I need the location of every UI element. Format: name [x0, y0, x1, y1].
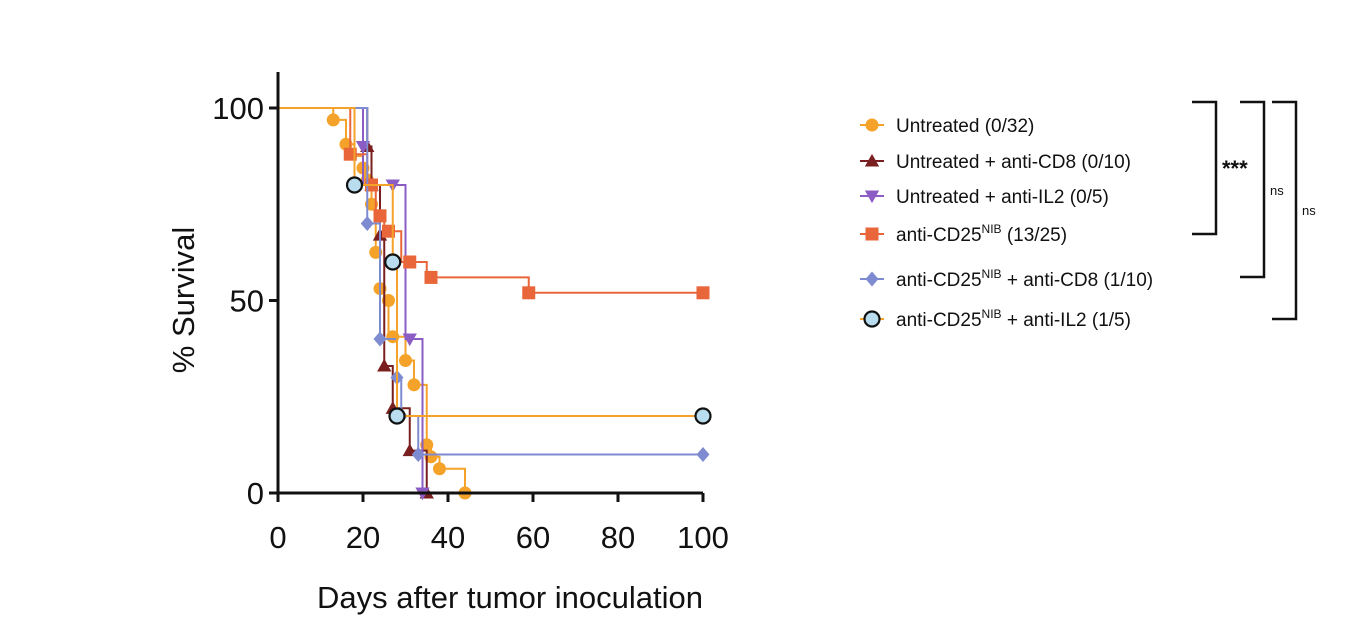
- series-4-point-6: [424, 270, 438, 284]
- legend-label-3: Untreated + anti-IL2 (0/5): [896, 187, 1109, 208]
- x-tick-label-60: 60: [516, 520, 550, 555]
- x-tick-label-20: 20: [346, 520, 380, 555]
- series-6: [278, 107, 712, 425]
- legend-marker-5: [865, 271, 879, 287]
- y-tick-label-100: 100: [212, 91, 264, 126]
- series-5-point-6: [696, 447, 710, 462]
- bracket-line-1: [1192, 100, 1218, 236]
- legend-marker-1: [865, 118, 879, 132]
- legend-item-6: anti-CD25NIB + anti-IL2 (1/5): [860, 307, 1131, 331]
- x-tick-label-80: 80: [601, 520, 635, 555]
- legend: Untreated (0/32) Untreated + anti-CD8 (0/…: [860, 116, 1153, 331]
- series-6-line: [278, 107, 703, 417]
- x-tick-label-100: 100: [677, 520, 729, 555]
- series-2-line: [278, 107, 428, 493]
- series-5: [278, 107, 710, 462]
- legend-item-3: Untreated + anti-IL2 (0/5): [860, 187, 1109, 208]
- y-tick-label-50: 50: [230, 284, 264, 319]
- legend-item-4: anti-CD25NIB (13/25): [860, 222, 1067, 246]
- series-1-point-10: [399, 354, 412, 368]
- series-4-line: [278, 107, 703, 294]
- y-axis-title: % Survival: [166, 227, 201, 373]
- legend-item-2: Untreated + anti-CD8 (0/10): [860, 152, 1131, 173]
- series-5-point-1: [360, 216, 374, 231]
- x-tick-label-0: 0: [269, 520, 286, 555]
- bracket-line-2: [1240, 100, 1266, 279]
- legend-label-2: Untreated + anti-CD8 (0/10): [896, 152, 1131, 173]
- series-6-point-2: [384, 253, 402, 271]
- series-4-point-3: [373, 209, 387, 223]
- x-axis-title: Days after tumor inoculation: [317, 580, 703, 615]
- bracket-line-3: [1272, 100, 1298, 321]
- x-tick-label-40: 40: [431, 520, 465, 555]
- legend-marker-2: [864, 153, 880, 167]
- significance-bracket-2: ns: [1240, 100, 1284, 279]
- series-4: [278, 107, 710, 300]
- series-5-point-5: [411, 447, 425, 462]
- ticks: 0 20 40 60 80 100 0 50 100: [212, 91, 729, 555]
- series-2-point-4: [377, 358, 392, 372]
- legend-label-6: anti-CD25NIB + anti-IL2 (1/5): [896, 307, 1131, 331]
- axes: [276, 72, 703, 495]
- significance-brackets: *** ns ns: [1192, 100, 1316, 321]
- series-4-point-7: [522, 286, 536, 300]
- legend-item-5: anti-CD25NIB + anti-CD8 (1/10): [860, 267, 1153, 291]
- series-4-point-5: [403, 255, 417, 269]
- legend-marker-6: [863, 310, 881, 328]
- series-6-point-3: [388, 407, 406, 425]
- series-6-point-4: [694, 407, 712, 425]
- significance-bracket-1: ***: [1192, 100, 1248, 236]
- series-5-line: [278, 107, 703, 456]
- significance-label-3: ns: [1302, 203, 1316, 218]
- series-1-point-14: [433, 462, 446, 476]
- legend-label-4: anti-CD25NIB (13/25): [896, 222, 1067, 246]
- legend-label-1: Untreated (0/32): [896, 116, 1034, 137]
- series-6-point-1: [345, 176, 364, 194]
- plot-marks: [278, 107, 712, 501]
- legend-marker-4: [865, 227, 879, 241]
- y-tick-label-0: 0: [247, 476, 264, 511]
- significance-bracket-3: ns: [1272, 100, 1316, 321]
- legend-label-5: anti-CD25NIB + anti-CD8 (1/10): [896, 267, 1153, 291]
- series-1-point-11: [407, 378, 421, 392]
- series-3-line: [278, 107, 424, 493]
- significance-label-2: ns: [1270, 183, 1284, 198]
- legend-item-1: Untreated (0/32): [860, 116, 1034, 137]
- series-4-point-8: [696, 286, 710, 300]
- series-5-point-2: [373, 331, 387, 347]
- series-2: [278, 107, 434, 499]
- series-1: [278, 107, 472, 500]
- significance-label-1: ***: [1222, 156, 1248, 181]
- series-3-point-3: [402, 333, 417, 347]
- legend-marker-3: [864, 190, 880, 204]
- series-1-point-1: [326, 113, 340, 127]
